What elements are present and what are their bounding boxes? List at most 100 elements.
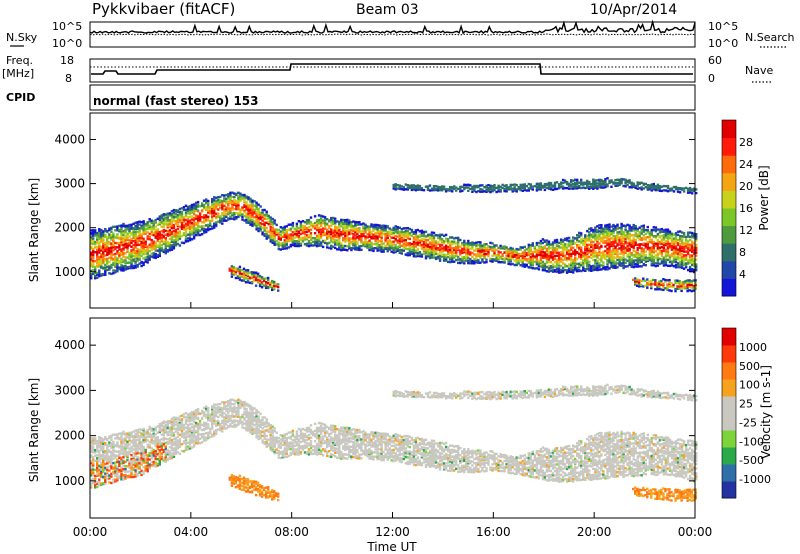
power-cell: [388, 247, 391, 250]
power-cell: [386, 236, 389, 240]
power-cell: [642, 255, 645, 258]
power-cell: [678, 248, 682, 252]
velocity-cell: [92, 437, 95, 440]
power-cell: [561, 254, 565, 258]
power-cell: [260, 283, 264, 286]
power-cell: [459, 249, 462, 252]
velocity-cell: [98, 446, 101, 449]
power-cell: [90, 236, 93, 239]
power-cell: [572, 250, 575, 253]
power-cell: [241, 213, 244, 216]
power-cell: [594, 184, 597, 188]
power-cell: [235, 204, 238, 207]
power-cell: [354, 241, 357, 244]
power-cell: [565, 239, 569, 242]
velocity-cell: [130, 450, 133, 453]
power-cell: [154, 246, 157, 250]
power-cell: [168, 237, 172, 241]
power-cell: [559, 183, 563, 186]
power-cell: [684, 244, 688, 248]
power-cell: [676, 256, 680, 259]
power-cell: [515, 263, 518, 267]
power-cell: [251, 201, 254, 204]
power-cell: [440, 240, 444, 243]
velocity-cell: [112, 457, 115, 460]
power-cell: [94, 234, 97, 237]
power-cell: [168, 229, 172, 232]
power-cell: [110, 244, 113, 247]
power-cell: [380, 243, 383, 247]
power-cell: [434, 247, 438, 250]
power-cell: [574, 259, 577, 263]
power-cell: [682, 267, 686, 270]
power-cell: [632, 249, 635, 252]
power-cell: [432, 236, 436, 239]
power-cell: [658, 248, 662, 251]
power-cell: [414, 238, 418, 241]
power-cell: [352, 232, 355, 236]
power-cell: [265, 235, 268, 238]
power-cell: [434, 242, 438, 245]
power-cell: [164, 213, 167, 216]
power-cell: [279, 237, 282, 240]
power-cell: [281, 230, 284, 233]
power-cell: [674, 266, 678, 269]
power-cell: [670, 245, 674, 248]
power-cell: [265, 237, 268, 240]
power-cell: [469, 260, 472, 263]
power-cell: [491, 242, 494, 245]
power-cell: [515, 249, 518, 253]
power-cell: [295, 228, 299, 231]
power-cell: [481, 258, 484, 261]
power-cell: [592, 180, 595, 183]
power-cell: [380, 232, 383, 235]
power-cell: [616, 227, 619, 230]
power-cell: [471, 251, 474, 255]
power-cell: [317, 226, 321, 229]
power-cell: [321, 227, 325, 230]
power-cell: [392, 246, 395, 249]
power-cell: [598, 238, 601, 241]
power-cell: [590, 227, 593, 230]
power-cell: [142, 239, 145, 242]
power-cell: [650, 257, 653, 261]
power-cell: [122, 251, 125, 255]
power-cell: [94, 246, 97, 249]
power-cell: [670, 234, 674, 237]
power-cell: [628, 234, 631, 237]
power-cell: [630, 184, 633, 187]
power-cell: [606, 268, 609, 271]
velocity-cell: [126, 440, 129, 443]
velocity-cell: [90, 437, 93, 440]
power-cell: [608, 257, 611, 260]
power-cell: [594, 179, 597, 182]
power-cell: [130, 225, 133, 228]
power-cell: [305, 242, 309, 245]
power-cell: [364, 231, 367, 234]
power-cell: [148, 218, 151, 221]
power-cell: [634, 234, 637, 238]
power-cell: [406, 186, 409, 189]
power-cell: [243, 197, 246, 200]
power-cell: [198, 233, 202, 237]
velocity-cell: [128, 466, 131, 469]
power-cell: [152, 231, 155, 235]
power-cell: [692, 289, 695, 292]
velocity-cell: [100, 436, 103, 440]
power-cell: [652, 264, 655, 267]
power-cell: [254, 273, 258, 276]
power-cell: [92, 269, 95, 272]
power-cell: [158, 237, 161, 240]
power-cell: [257, 211, 260, 214]
power-cell: [326, 228, 329, 231]
power-cell: [412, 232, 416, 235]
power-cell: [695, 263, 698, 266]
power-cell: [555, 269, 559, 272]
power-cell: [237, 212, 240, 215]
power-cell: [390, 232, 393, 236]
power-cell: [682, 242, 686, 245]
power-cell: [656, 242, 660, 245]
power-cell: [229, 217, 232, 220]
power-cell: [610, 265, 613, 269]
power-cell: [402, 236, 405, 240]
